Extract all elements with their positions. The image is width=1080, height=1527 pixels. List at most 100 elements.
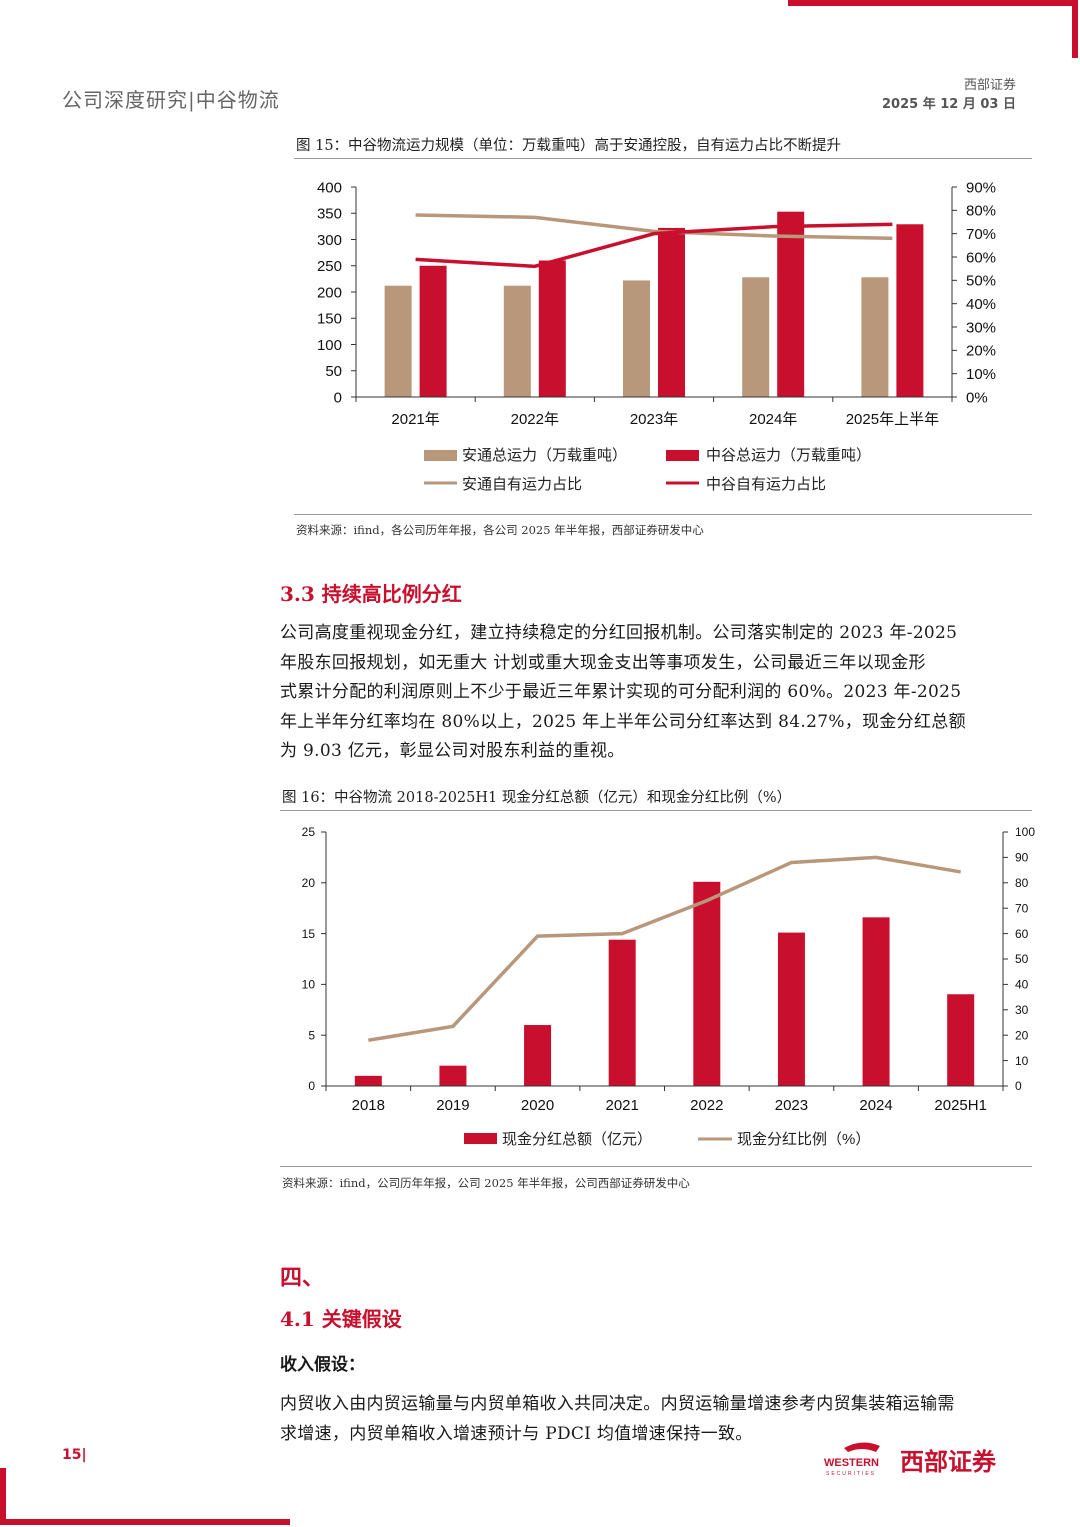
right-tick-label: 60% [966,249,996,266]
report-title-header: 公司深度研究|中谷物流 [62,88,280,112]
figure15-bottom-rule [294,514,1032,515]
left-tick-label: 50 [325,363,342,380]
series-line-0 [368,855,961,1043]
figure16-left-axis-ticks: 0 5 10 15 20 25 [302,825,327,1093]
right-tick-label: 30% [966,319,996,336]
x-tick-label: 2024 [859,1097,892,1114]
figure16-source: 资料来源：ifind，公司历年年报，公司 2025 年半年报，公司西部证券研发中… [282,1176,690,1190]
report-date: 2025 年 12 月 03 日 [882,97,1016,112]
figure15-source: 资料来源：ifind，各公司历年年报，各公司 2025 年半年报，西部证券研发中… [296,523,704,537]
right-tick-label: 50 [1015,952,1029,966]
right-tick-label: 30 [1015,1003,1029,1017]
svg-text:SECURITIES: SECURITIES [826,1471,876,1477]
right-tick-label: 80% [966,203,996,220]
right-tick-label: 50% [966,273,996,290]
figure15-legend: 安通总运力（万载重吨） 中谷总运力（万载重吨） 安通自有运力占比 中谷自有运力占… [424,447,871,493]
right-tick-label: 40% [966,296,996,313]
right-tick-label: 0% [966,389,988,406]
x-tick-label: 2025H1 [934,1097,987,1114]
right-tick-label: 70 [1015,901,1029,915]
figure15-x-labels: 2021年 2022年 2023年 2024年 2025年上半年 [355,396,953,428]
x-tick-label: 2023年 [630,411,678,428]
bar-0 [693,881,721,1086]
left-tick-label: 300 [317,232,342,249]
left-tick-label: 25 [302,825,316,839]
bar-1 [538,260,566,397]
figure15-bars [384,211,924,397]
figure16-top-rule [280,810,1032,811]
legend-swatch-zhonggu-capacity [666,450,699,461]
bar-1 [777,211,805,397]
x-tick-label: 2020 [521,1097,554,1114]
right-tick-label: 70% [966,226,996,243]
right-tick-label: 90% [966,179,996,196]
x-tick-label: 2025年上半年 [846,411,939,428]
left-tick-label: 10 [302,978,316,992]
western-securities-logo: WESTERN SECURITIES 西部证券 [822,1438,1022,1482]
paragraph-line: 内贸收入由内贸运输量与内贸单箱收入共同决定。内贸运输量增速参考内贸集装箱运输需 [280,1394,955,1414]
paragraph-line: 式累计分配的利润原则上不少于最近三年累计实现的可分配利润的 60%。2023 年… [280,682,962,702]
series-line-1 [415,222,893,269]
figure15-right-axis-ticks: 0% 10% 20% 30% 40% 50% 60% 70% 80% 90% [951,179,996,406]
x-tick-label: 2022 [690,1097,723,1114]
paragraph-line: 公司高度重视现金分红，建立持续稳定的分红回报机制。公司落实制定的 2023 年-… [280,623,958,643]
figure16-legend: 现金分红总额（亿元） 现金分红比例（%） [464,1131,870,1148]
top-right-accent-bar [1072,0,1078,58]
bar-0 [623,280,650,397]
figure16-right-axis-ticks: 0 10 20 30 40 50 60 70 80 90 100 [1002,825,1035,1093]
bar-1 [896,224,924,397]
left-tick-label: 0 [308,1079,315,1093]
bar-1 [419,265,447,397]
paragraph-line: 求增速，内贸单箱收入增速预计与 PDCI 均值增速保持一致。 [280,1423,753,1444]
bottom-accent-bar [0,1519,290,1525]
logo-cn-text: 西部证券 [900,1448,997,1476]
western-logo-icon: WESTERN SECURITIES 西部证券 [824,1442,997,1477]
x-tick-label: 2018 [352,1097,385,1114]
figure16-bars [354,881,975,1086]
x-tick-label: 2019 [436,1097,469,1114]
left-tick-label: 150 [317,311,342,328]
bar-0 [777,932,805,1086]
right-tick-label: 100 [1015,825,1035,839]
right-tick-label: 20 [1015,1028,1029,1042]
bar-0 [524,1025,552,1086]
left-tick-label: 250 [317,258,342,275]
section-4-1-title: 4.1 关键假设 [280,1307,402,1331]
section-3-3-title: 3.3 持续高比例分红 [280,582,462,606]
section-4-paragraph: 内贸收入由内贸运输量与内贸单箱收入共同决定。内贸运输量增速参考内贸集装箱运输需 … [280,1390,1030,1449]
bar-0 [503,285,531,397]
bar-0 [354,1075,382,1086]
bar-1 [658,227,685,397]
bar-0 [862,917,890,1086]
left-tick-label: 350 [317,206,342,223]
legend-label-zhonggu-share: 中谷自有运力占比 [706,476,826,493]
bar-0 [742,277,770,397]
left-tick-label: 400 [317,179,342,196]
bar-0 [947,994,975,1086]
figure15-lines [415,213,893,269]
figure16-x-labels: 2018 2019 2020 2021 2022 2023 2024 2025H1 [325,1085,1004,1114]
paragraph-line: 年股东回报规划，如无重大 计划或重大现金支出等事项发生，公司最近三年以现金形 [280,652,926,673]
legend-label-anton-capacity: 安通总运力（万载重吨） [462,447,627,464]
paragraph-line: 为 9.03 亿元，彰显公司对股东利益的重视。 [280,741,625,761]
right-tick-label: 20% [966,343,996,360]
figure16-lines [368,855,961,1043]
figure16-title: 图 16：中谷物流 2018-2025H1 现金分红总额（亿元）和现金分红比例（… [282,790,792,806]
legend-swatch-anton-capacity [424,450,457,461]
right-tick-label: 40 [1015,978,1029,992]
left-tick-label: 15 [302,927,316,941]
bar-0 [608,939,636,1086]
left-tick-label: 0 [334,389,342,406]
figure15-chart: 0 50 100 150 200 250 300 350 400 0% 10% 20% 30% 40% 5… [317,179,996,493]
right-tick-label: 10% [966,366,996,383]
page-number: 15| [62,1447,87,1463]
figure15-title: 图 15：中谷物流运力规模（单位：万载重吨）高于安通控股，自有运力占比不断提升 [296,138,842,154]
svg-text:WESTERN: WESTERN [824,1457,879,1469]
legend-label-anton-share: 安通自有运力占比 [462,476,582,493]
bar-0 [439,1065,467,1086]
paragraph-line: 年上半年分红率均在 80%以上，2025 年上半年公司分红率达到 84.27%，… [280,711,966,732]
series-line-0 [415,213,893,241]
figure15-left-axis-ticks: 0 50 100 150 200 250 300 350 400 [317,179,357,406]
figure15-top-rule [294,158,1032,159]
